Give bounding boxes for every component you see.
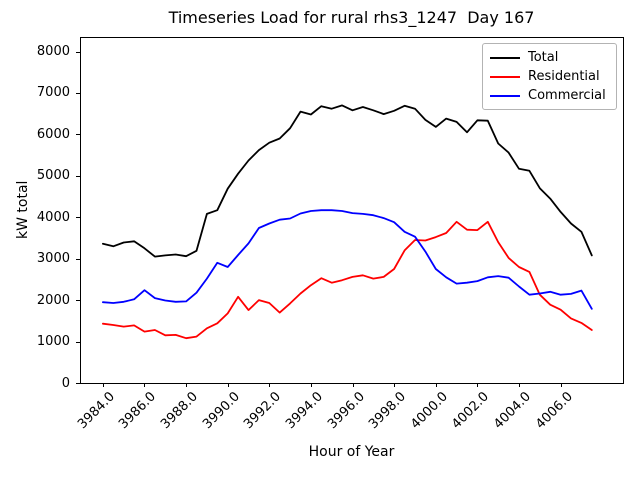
y-tick-label: 6000 xyxy=(36,126,70,142)
series-line-commercial xyxy=(102,209,593,310)
legend-entry: Commercial xyxy=(490,86,609,105)
y-tick-label: 2000 xyxy=(36,292,70,308)
y-tick-label: 7000 xyxy=(36,85,70,101)
y-tick-label: 4000 xyxy=(36,209,70,225)
chart-title: Timeseries Load for rural rhs3_1247 Day … xyxy=(168,8,535,27)
series-line-residential xyxy=(102,220,593,340)
legend-label: Total xyxy=(528,50,559,65)
x-axis-label: Hour of Year xyxy=(308,444,395,460)
legend-entry: Residential xyxy=(490,67,609,86)
legend: Total Residential Commercial xyxy=(482,43,617,110)
legend-line-sample xyxy=(490,75,520,78)
series-line-total xyxy=(102,104,593,258)
axes-spines xyxy=(80,37,624,384)
legend-line-sample xyxy=(490,56,520,59)
y-tick-label: 3000 xyxy=(36,251,70,267)
y-tick-label: 8000 xyxy=(36,44,70,59)
legend-label: Commercial xyxy=(528,88,606,103)
legend-entry: Total xyxy=(490,48,609,67)
legend-line-sample xyxy=(490,94,520,97)
y-tick-label: 1000 xyxy=(36,334,70,350)
legend-label: Residential xyxy=(528,69,600,84)
y-tick-label: 5000 xyxy=(36,168,70,184)
y-tick-label: 0 xyxy=(61,375,70,391)
